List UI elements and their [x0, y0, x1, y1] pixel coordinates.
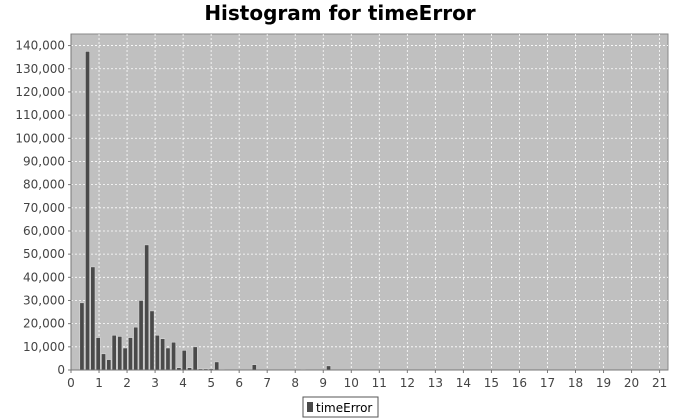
histogram-bar: [127, 337, 133, 371]
legend: timeError: [302, 396, 379, 418]
y-tick-label: 140,000: [15, 39, 65, 53]
y-tick-label: 80,000: [23, 178, 65, 192]
histogram-bar: [160, 338, 166, 371]
legend-label: timeError: [316, 401, 372, 415]
x-tick-label: 13: [428, 376, 443, 390]
y-tick-label: 100,000: [15, 131, 65, 145]
histogram-bar: [85, 51, 90, 371]
y-tick-label: 30,000: [23, 293, 65, 307]
x-tick-label: 18: [568, 376, 583, 390]
histogram-bar: [138, 300, 144, 371]
histogram-bar: [133, 326, 139, 371]
y-tick-label: 20,000: [23, 317, 65, 331]
histogram-bar: [149, 310, 155, 371]
y-tick-label: 90,000: [23, 154, 65, 168]
histogram-bar: [106, 359, 112, 371]
legend-swatch: [307, 402, 313, 412]
y-tick-label: 130,000: [15, 62, 65, 76]
chart-title: Histogram for timeError: [204, 1, 475, 25]
x-axis-ticks: 0 1 2 3 4 5 6 7 8 9 10 11 12 13 14 15 16 17 18 19 20 21: [67, 370, 667, 390]
x-tick-label: 21: [652, 376, 667, 390]
y-tick-label: 120,000: [15, 85, 65, 99]
y-tick-label: 60,000: [23, 224, 65, 238]
x-tick-label: 2: [123, 376, 131, 390]
x-tick-label: 20: [624, 376, 639, 390]
legend-box: [302, 396, 379, 418]
histogram-bar: [251, 364, 257, 371]
y-tick-label: 70,000: [23, 201, 65, 215]
x-tick-label: 4: [179, 376, 187, 390]
y-tick-label: 40,000: [23, 270, 65, 284]
axes: [70, 34, 668, 371]
x-tick-label: 10: [344, 376, 359, 390]
x-tick-label: 12: [400, 376, 415, 390]
histogram-bar: [101, 353, 106, 371]
histogram-bar: [111, 334, 117, 371]
x-tick-label: 15: [484, 376, 499, 390]
x-tick-label: 17: [540, 376, 555, 390]
x-tick-label: 19: [596, 376, 611, 390]
histogram-bar: [214, 361, 220, 371]
histogram-bar: [192, 346, 198, 371]
x-tick-label: 1: [95, 376, 103, 390]
x-tick-label: 9: [319, 376, 327, 390]
plot-area: [70, 33, 669, 371]
histogram-bar: [165, 347, 171, 371]
x-tick-label: 14: [456, 376, 471, 390]
histogram-bar: [326, 365, 332, 371]
grid-lines: [71, 34, 668, 370]
histogram-bar: [181, 350, 187, 371]
histogram-bar: [117, 336, 123, 371]
x-tick-label: 0: [67, 376, 75, 390]
histogram-bar: [171, 341, 177, 371]
histogram-bar: [90, 266, 96, 371]
histogram-bar: [79, 302, 85, 371]
histogram-bar: [154, 334, 160, 371]
x-tick-label: 5: [207, 376, 215, 390]
y-tick-label: 50,000: [23, 247, 65, 261]
histogram-bar: [144, 244, 150, 371]
x-tick-label: 11: [372, 376, 387, 390]
x-tick-label: 3: [151, 376, 159, 390]
x-tick-label: 7: [263, 376, 271, 390]
y-tick-label: 10,000: [23, 340, 65, 354]
y-tick-label: 0: [57, 363, 65, 377]
x-tick-label: 6: [235, 376, 243, 390]
y-tick-label: 110,000: [15, 108, 65, 122]
histogram-bar: [95, 337, 101, 371]
x-tick-label: 8: [291, 376, 299, 390]
y-axis-ticks: 0 10,000 20,000 30,000 40,000 50,000 60,000 70,…: [15, 39, 71, 377]
x-tick-label: 16: [512, 376, 527, 390]
histogram-bar: [122, 347, 128, 371]
